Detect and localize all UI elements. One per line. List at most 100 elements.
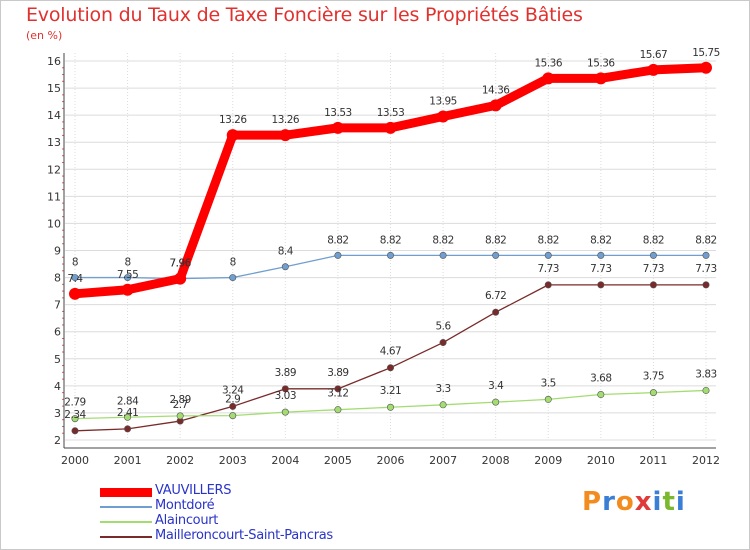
y-tick-label: 11 — [47, 190, 61, 203]
data-point — [124, 274, 132, 282]
logo-letter: o — [615, 487, 635, 517]
y-tick-label: 2 — [54, 434, 61, 447]
data-label: 8.4 — [278, 246, 294, 258]
data-label: 3.3 — [435, 383, 450, 395]
y-tick-label: 3 — [54, 407, 61, 420]
legend-label: Montdoré — [155, 498, 215, 513]
data-point — [174, 272, 187, 285]
data-point — [702, 251, 710, 259]
legend: VAUVILLERS Montdoré Alaincourt Mailleroncou… — [100, 483, 420, 544]
data-label: 8.82 — [538, 234, 559, 246]
legend-item: VAUVILLERS — [100, 483, 420, 499]
data-point — [229, 402, 237, 410]
data-label: 3.83 — [695, 368, 716, 380]
logo-letter: P — [582, 487, 603, 517]
y-tick-label: 8 — [54, 272, 61, 285]
data-point — [647, 63, 660, 76]
data-label: 8.82 — [485, 234, 506, 246]
data-point — [334, 251, 342, 259]
data-label: 6.72 — [485, 290, 506, 302]
legend-label: Alaincourt — [155, 513, 219, 528]
x-tick-label: 2000 — [61, 454, 89, 467]
y-tick-label: 5 — [54, 353, 61, 366]
data-label: 3.4 — [488, 380, 504, 392]
data-label: 7.4 — [67, 273, 83, 285]
x-tick-label: 2011 — [639, 454, 667, 467]
data-label: 2.84 — [117, 395, 139, 407]
data-point — [71, 274, 79, 282]
data-label: 7.96 — [169, 258, 191, 270]
data-point — [492, 398, 500, 406]
y-tick-label: 10 — [47, 217, 61, 230]
data-point — [229, 412, 237, 420]
x-tick-label: 2008 — [482, 454, 510, 467]
data-label: 2.9 — [225, 394, 240, 406]
legend-item: Alaincourt — [100, 513, 420, 529]
data-point — [702, 386, 710, 394]
x-tick-label: 2010 — [587, 454, 615, 467]
data-point — [597, 251, 605, 259]
data-point — [124, 413, 132, 421]
data-point — [386, 403, 394, 411]
data-label: 7.73 — [590, 263, 611, 275]
proxiti-logo: Proxiti — [582, 487, 686, 517]
data-point — [386, 251, 394, 259]
data-point — [176, 412, 184, 420]
data-label: 13.53 — [377, 107, 405, 119]
y-tick-label: 14 — [47, 109, 61, 122]
data-point — [594, 72, 607, 85]
y-tick-label: 12 — [47, 163, 61, 176]
data-label: 8 — [230, 257, 236, 269]
data-point — [281, 385, 289, 393]
data-point — [281, 408, 289, 416]
data-point — [649, 281, 657, 289]
data-point — [544, 395, 552, 403]
data-point — [334, 406, 342, 414]
data-label: 15.67 — [640, 49, 668, 61]
data-point — [649, 389, 657, 397]
data-point — [544, 281, 552, 289]
data-label: 7.73 — [695, 263, 716, 275]
data-label: 13.53 — [324, 107, 352, 119]
y-tick-label: 9 — [54, 245, 61, 258]
x-tick-label: 2012 — [692, 454, 720, 467]
data-label: 2.7 — [173, 399, 188, 411]
data-label: 3.24 — [222, 384, 244, 396]
legend-label: Mailleroncourt-Saint-Pancras — [155, 528, 333, 543]
legend-label: VAUVILLERS — [155, 483, 232, 498]
data-label: 3.03 — [275, 390, 296, 402]
data-label: 15.75 — [692, 47, 720, 59]
y-tick-label: 4 — [54, 380, 61, 393]
data-point — [597, 281, 605, 289]
data-label: 2.89 — [169, 394, 190, 406]
data-point — [439, 401, 447, 409]
x-tick-label: 2006 — [377, 454, 405, 467]
data-point — [229, 274, 237, 282]
data-point — [121, 283, 134, 296]
data-point — [702, 281, 710, 289]
data-label: 3.89 — [327, 367, 348, 379]
data-point — [439, 251, 447, 259]
y-unit-label: (en %) — [26, 29, 63, 42]
data-label: 7.55 — [117, 269, 138, 281]
data-label: 7.73 — [538, 263, 559, 275]
data-point — [597, 391, 605, 399]
logo-letter: i — [675, 487, 686, 517]
data-label: 2.79 — [64, 397, 85, 409]
data-label: 5.6 — [435, 321, 451, 333]
y-tick-label: 16 — [47, 55, 61, 68]
data-label: 8.82 — [590, 234, 611, 246]
data-label: 8 — [124, 257, 130, 269]
y-tick-label: 15 — [47, 82, 61, 95]
y-tick-label: 6 — [54, 326, 61, 339]
x-tick-label: 2009 — [534, 454, 562, 467]
data-label: 2.41 — [117, 407, 138, 419]
data-point — [281, 263, 289, 271]
data-label: 3.5 — [541, 377, 556, 389]
data-label: 2.34 — [64, 409, 86, 421]
data-point — [124, 425, 132, 433]
data-point — [439, 339, 447, 347]
data-label: 8.82 — [643, 234, 664, 246]
data-point — [700, 61, 712, 74]
data-label: 8.82 — [380, 234, 401, 246]
